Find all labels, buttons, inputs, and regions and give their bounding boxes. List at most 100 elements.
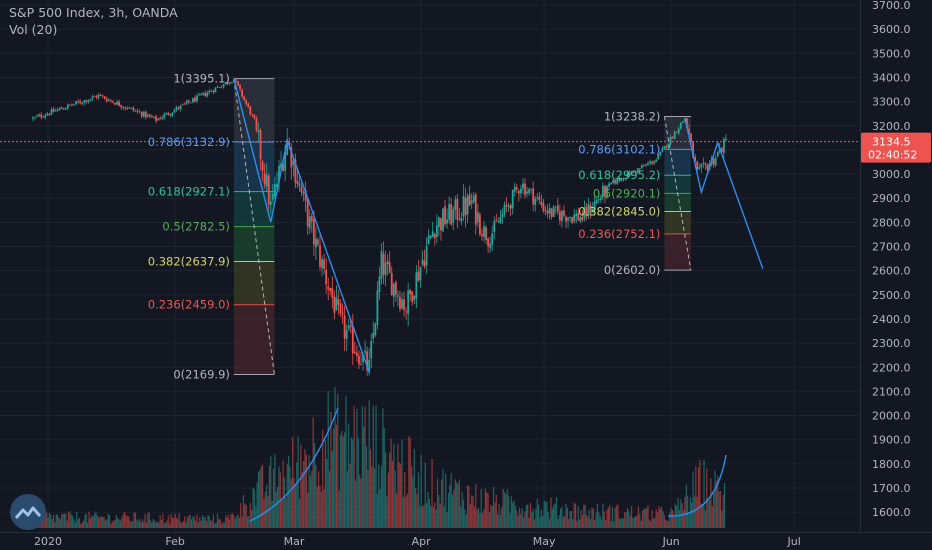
- volume-bar: [651, 510, 653, 528]
- candle-body: [165, 112, 168, 115]
- volume-bar: [715, 480, 717, 528]
- candle-body: [368, 359, 371, 373]
- candle-body: [421, 259, 424, 265]
- candle-body: [517, 190, 520, 194]
- volume-bar: [80, 523, 82, 528]
- volume-bar: [371, 466, 373, 528]
- volume-bar: [100, 516, 102, 528]
- candle-body: [444, 206, 446, 225]
- candle-body: [269, 201, 272, 205]
- volume-bar: [524, 511, 526, 528]
- volume-bar: [63, 513, 66, 528]
- candle-body: [602, 185, 604, 197]
- candle-body: [251, 114, 254, 116]
- candle-body: [103, 96, 106, 99]
- candle-body: [659, 151, 662, 155]
- volume-bar: [628, 510, 630, 528]
- candle-body: [349, 324, 352, 327]
- volume-bar: [454, 479, 456, 528]
- volume-bar: [149, 520, 152, 528]
- volume-bar: [542, 515, 544, 528]
- volume-bar: [559, 508, 562, 528]
- volume-bar: [106, 519, 108, 528]
- candle-body: [511, 190, 514, 209]
- candle-body: [321, 259, 323, 269]
- candle-body: [499, 217, 502, 223]
- y-tick-label: 3400.0: [872, 71, 911, 84]
- volume-bar: [43, 513, 45, 528]
- volume-bar: [391, 460, 394, 528]
- volume-bar: [718, 491, 720, 528]
- volume-bar: [192, 516, 194, 528]
- volume-bar: [432, 506, 435, 528]
- candle-body: [58, 108, 61, 110]
- candle-body: [397, 295, 399, 297]
- volume-bar: [543, 500, 545, 528]
- candle-body: [587, 204, 590, 217]
- candle-body: [632, 171, 635, 173]
- volume-bar: [352, 439, 354, 528]
- volume-bar: [221, 523, 223, 528]
- candle-body: [224, 81, 227, 85]
- candle-body: [573, 214, 576, 222]
- fib-level-label: 0.5(2782.5): [162, 220, 230, 234]
- candle-body: [618, 178, 621, 181]
- volume-bar: [577, 506, 579, 528]
- volume-bar: [476, 509, 478, 528]
- volume-bar: [624, 512, 626, 528]
- candle-body: [472, 195, 475, 202]
- volume-bar: [139, 518, 141, 528]
- tradingview-logo[interactable]: [10, 494, 46, 530]
- candle-body: [382, 253, 385, 275]
- volume-bar: [225, 515, 227, 528]
- current-price-label: 3134.5: [872, 136, 911, 149]
- fibonacci-retracements[interactable]: [233, 78, 692, 376]
- candle-body: [274, 184, 276, 197]
- volume-bar: [294, 484, 296, 528]
- volume-bar: [480, 489, 482, 528]
- volume-bar: [275, 491, 277, 528]
- candle-body: [220, 87, 223, 89]
- candle-body: [36, 115, 38, 117]
- candle-body: [604, 185, 606, 197]
- volume-bar: [304, 449, 306, 528]
- volume-bar: [349, 463, 351, 528]
- fib-level-label: 0.786(3132.9): [148, 135, 230, 149]
- candle-body: [32, 117, 34, 119]
- zigzag-projection-jun[interactable]: [684, 117, 764, 269]
- projection-lines[interactable]: [0, 78, 860, 373]
- volume-bar: [300, 444, 302, 528]
- volume-bar: [613, 521, 615, 528]
- candle-body: [491, 233, 494, 245]
- y-tick-label: 3600.0: [872, 23, 911, 36]
- candle-body: [202, 92, 205, 95]
- volume-bar: [136, 519, 138, 528]
- volume-bar: [538, 504, 540, 528]
- volume-bar: [557, 518, 559, 528]
- volume-bar: [173, 517, 175, 528]
- candle-body: [140, 112, 143, 117]
- candle-body: [34, 116, 36, 118]
- volume-bar: [229, 519, 231, 528]
- candle-body: [118, 101, 120, 106]
- volume-bar: [410, 466, 413, 528]
- volume-bar: [252, 487, 254, 528]
- volume-bar: [415, 488, 417, 528]
- volume-bar: [652, 518, 655, 528]
- candle-body: [228, 82, 231, 84]
- volume-bar: [389, 452, 391, 528]
- volume-bar: [723, 482, 726, 528]
- volume-bar: [126, 516, 128, 528]
- volume-bar: [512, 502, 514, 528]
- volume-bar: [436, 478, 439, 528]
- volume-bar: [298, 498, 301, 528]
- candle-body: [110, 99, 112, 101]
- candle-body: [337, 299, 340, 305]
- candle-body: [409, 290, 412, 295]
- zigzag-projection-feb[interactable]: [233, 78, 370, 373]
- volume-bar: [509, 513, 511, 528]
- candle-body: [372, 332, 375, 339]
- volume-bar: [704, 510, 706, 528]
